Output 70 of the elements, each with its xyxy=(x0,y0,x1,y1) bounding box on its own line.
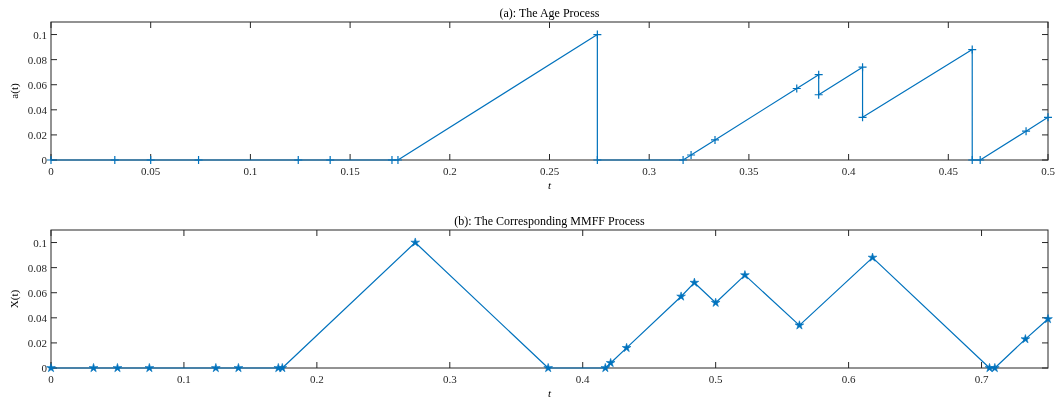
point xyxy=(967,155,977,165)
x-tick-label: 0.2 xyxy=(309,373,324,385)
point xyxy=(1020,334,1031,344)
y-tick-label: 0.06 xyxy=(27,78,48,91)
y-axis-title: a(t) xyxy=(8,83,21,99)
y-tick-label: 0 xyxy=(41,362,48,374)
point xyxy=(193,155,204,165)
x-axis-title: t xyxy=(547,387,552,399)
point xyxy=(112,363,123,373)
x-tick-label: 0.4 xyxy=(575,373,591,385)
x-tick-label: 0.6 xyxy=(841,373,856,385)
point xyxy=(543,363,553,373)
x-tick-label: 0.1 xyxy=(177,373,191,385)
x-tick-label: 0.05 xyxy=(141,165,161,177)
chart-title: (a): The Age Process xyxy=(499,6,600,20)
point xyxy=(990,363,1000,373)
y-tick-label: 0.08 xyxy=(27,53,48,66)
point xyxy=(678,155,688,165)
x-tick-label: 0.5 xyxy=(708,373,724,385)
point xyxy=(88,363,99,373)
y-tick-label: 0 xyxy=(41,154,48,166)
y-tick-label: 0.02 xyxy=(27,336,47,349)
point xyxy=(794,320,805,330)
point xyxy=(711,297,721,307)
point xyxy=(592,155,602,165)
y-tick-label: 0.02 xyxy=(27,128,47,141)
x-tick-label: 0.3 xyxy=(442,373,458,385)
point xyxy=(1043,314,1053,324)
chart-title: (b): The Corresponding MMFF Process xyxy=(454,214,646,228)
point xyxy=(1021,126,1031,136)
y-tick-label: 0.1 xyxy=(33,28,47,41)
x-tick-label: 0.1 xyxy=(243,165,258,177)
x-tick-label: 0.45 xyxy=(938,165,959,177)
y-axis-title: X(t) xyxy=(8,289,21,309)
point xyxy=(1043,112,1053,122)
x-tick-label: 0.3 xyxy=(642,165,657,177)
y-tick-label: 0.04 xyxy=(27,103,48,116)
x-tick-label: 0.4 xyxy=(841,165,856,177)
y-tick-label: 0.06 xyxy=(27,286,48,299)
point xyxy=(710,135,720,145)
x-axis-title: t xyxy=(547,179,552,191)
y-tick-label: 0.08 xyxy=(27,261,48,274)
point xyxy=(975,155,985,165)
point xyxy=(325,155,335,165)
x-tick-label: 0.25 xyxy=(539,165,560,177)
point xyxy=(233,363,244,373)
y-tick-label: 0.04 xyxy=(27,311,48,324)
point xyxy=(211,363,221,373)
point xyxy=(605,358,616,367)
point xyxy=(689,277,700,287)
point xyxy=(740,270,750,280)
point xyxy=(110,155,120,165)
x-tick-label: 0.7 xyxy=(974,373,989,385)
point xyxy=(293,155,303,165)
point xyxy=(387,155,397,165)
point xyxy=(146,155,156,165)
point xyxy=(410,237,420,247)
point xyxy=(686,150,696,160)
y-tick-label: 0.1 xyxy=(33,236,47,249)
point xyxy=(393,155,403,165)
x-tick-label: 0.35 xyxy=(739,165,760,177)
point xyxy=(46,363,56,373)
point xyxy=(867,252,878,262)
point xyxy=(144,363,155,373)
point xyxy=(621,343,632,352)
point xyxy=(676,291,686,301)
point xyxy=(46,155,56,165)
x-tick-label: 0.5 xyxy=(1041,165,1056,177)
x-tick-label: 0.15 xyxy=(340,165,361,177)
x-tick-label: 0.2 xyxy=(442,165,457,177)
